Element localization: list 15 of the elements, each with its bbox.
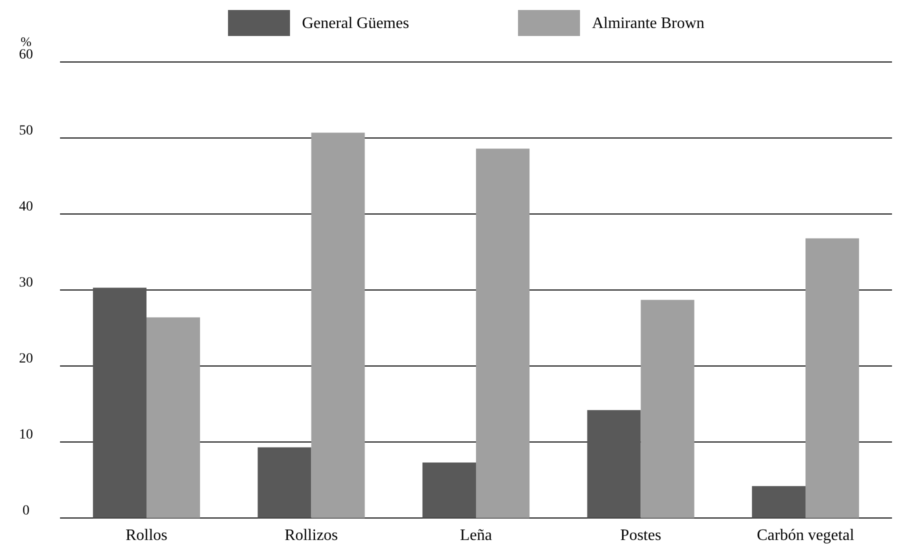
x-tick-label: Postes: [620, 527, 662, 544]
x-tick-label: Carbón vegetal: [756, 527, 855, 544]
y-tick-label: 20: [19, 352, 33, 366]
x-tick-label: Leña: [460, 527, 492, 544]
y-tick-label: 0: [22, 504, 30, 518]
y-tick-label: 60: [19, 48, 33, 62]
legend-label: Almirante Brown: [592, 15, 704, 32]
y-tick-label: 50: [19, 124, 33, 138]
y-tick-label: 30: [19, 276, 33, 290]
y-tick-label: 40: [19, 200, 33, 214]
x-tick-label: Rollos: [126, 527, 168, 544]
x-tick-label: Rollizos: [284, 527, 338, 544]
y-tick-label: 10: [19, 428, 33, 442]
y-axis-title: %: [20, 34, 32, 49]
legend-label: General Güemes: [302, 15, 410, 32]
